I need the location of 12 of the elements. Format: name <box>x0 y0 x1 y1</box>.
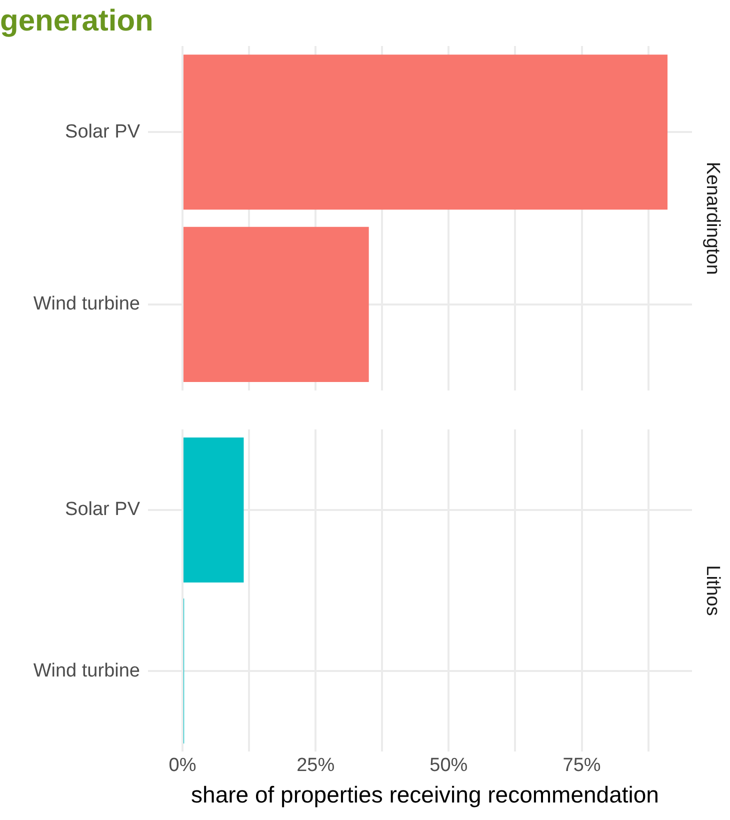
x-tick-label: 50% <box>430 755 468 776</box>
text: Kenardington <box>702 162 723 275</box>
x-tick-label: 25% <box>296 755 335 776</box>
y-tick-label: Solar PV <box>65 499 140 520</box>
x-tick-label: 75% <box>562 755 601 776</box>
y-tick-label: Wind turbine <box>33 294 140 315</box>
y-tick-label: Wind turbine <box>33 660 140 682</box>
y-tick-label: Solar PV <box>65 121 140 142</box>
text: Lithos <box>702 565 723 616</box>
x-tick-label: 0% <box>168 755 196 776</box>
x-axis-title: share of properties receiving recommendation <box>191 782 659 808</box>
chart-title: generation <box>0 4 154 38</box>
